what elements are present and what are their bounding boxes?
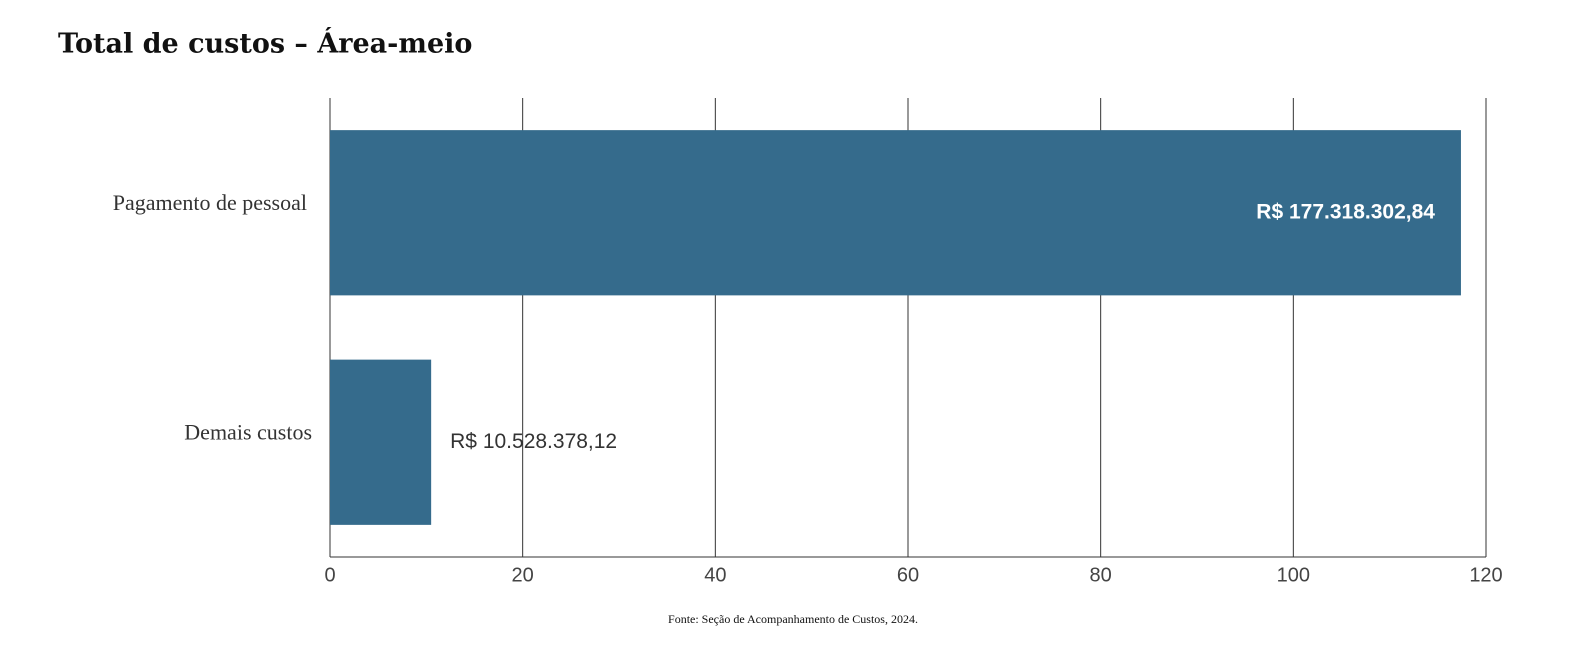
chart-title: Total de custos – Área-meio xyxy=(58,27,472,60)
category-label: Demais custos xyxy=(184,419,312,444)
x-tick-label: 20 xyxy=(512,564,534,586)
x-tick-label: 120 xyxy=(1469,564,1502,586)
x-tick-label: 0 xyxy=(324,564,335,586)
source-note: Fonte: Seção de Acompanhamento de Custos… xyxy=(668,612,918,626)
x-tick-label: 100 xyxy=(1277,564,1310,586)
value-annotation: R$ 177.318.302,84 xyxy=(1256,200,1435,223)
value-annotation: R$ 10.528.378,12 xyxy=(450,430,617,453)
bar xyxy=(330,359,432,525)
category-label: Pagamento de pessoal xyxy=(113,190,307,215)
bar xyxy=(330,130,1461,296)
x-tick-label: 40 xyxy=(704,564,726,586)
x-tick-label: 60 xyxy=(897,564,919,586)
x-tick-label: 80 xyxy=(1090,564,1112,586)
